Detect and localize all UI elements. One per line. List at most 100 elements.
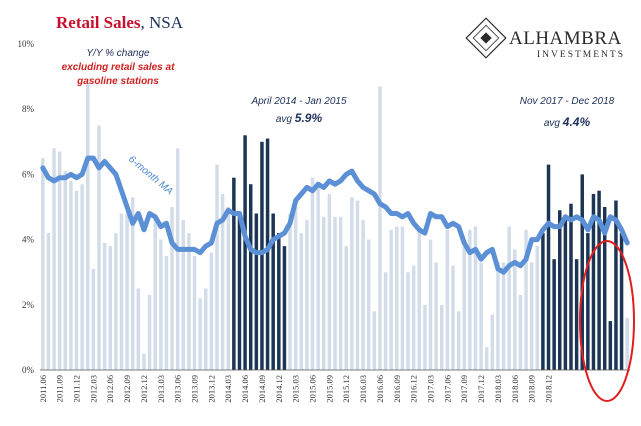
x-tick-label: 2018.12 [544,375,554,403]
bar [473,226,478,370]
x-tick-label: 2011.06 [38,375,48,402]
bar [406,272,410,370]
bar [260,141,264,370]
bar [586,233,590,370]
x-tick-label: 2012.06 [105,375,115,403]
bar [248,184,253,370]
bar [187,233,191,370]
bar [243,135,247,370]
bar [524,229,528,370]
bar [63,171,68,370]
x-tick-label: 2016.12 [409,375,419,403]
bar [389,229,393,370]
chart-title: Retail Sales, NSA [56,13,184,32]
x-tick-label: 2014.12 [274,375,284,403]
bar [215,164,219,370]
logo-emblem-icon [465,17,507,59]
bar [232,177,236,370]
bar [440,304,444,370]
x-tick-label: 2012.09 [122,375,132,403]
x-tick-label: 2018.06 [510,375,520,403]
bar [513,249,517,370]
bar [97,125,101,370]
bar [350,197,354,370]
bar [310,177,315,370]
bar [496,262,500,370]
bar [456,311,461,370]
bar [125,213,129,370]
bar [529,262,534,370]
bar [372,311,377,370]
bar [299,233,304,370]
bar [378,86,382,370]
y-tick-label: 0% [22,365,35,375]
y-tick-label: 4% [22,235,35,245]
highlight-circle [579,240,635,402]
x-tick-label: 2015.12 [341,375,351,403]
bar [602,207,607,370]
bar [136,288,141,370]
bar [434,262,438,370]
bar [130,197,135,370]
y-tick-label: 2% [22,300,35,310]
bar [69,180,73,370]
alhambra-logo: ALHAMBRA INVESTMENTS [465,17,625,60]
bar [204,288,208,370]
bar [322,216,326,370]
x-tick-label: 2012.03 [88,375,98,403]
bar [417,229,422,370]
x-tick-label: 2015.03 [291,375,301,403]
bar [563,216,568,370]
bar [366,239,371,370]
bar [507,226,511,370]
bar [153,216,157,370]
plot-area: 0% 2% 4% 6% 8% 10% 2011.06 2011.09 2011.12 2012.0… [18,39,630,403]
bar [619,233,624,370]
bar [558,210,562,370]
x-tick-label: 2013.03 [156,375,166,403]
bar [175,148,180,370]
y-tick-label: 10% [18,39,35,49]
bar [91,268,96,370]
bar [74,190,79,370]
x-tick-label: 2018.09 [527,375,537,403]
bar [86,83,90,371]
bar [46,233,51,370]
bar [305,220,309,370]
bar [209,252,214,370]
bar [546,164,551,370]
bar [591,193,596,370]
annotation-period-2: Nov 2017 - Dec 2018 [520,96,615,107]
y-tick-label: 8% [22,104,35,114]
annotation-avg-1: avg 5.9% [276,111,323,125]
x-tick-label: 2014.06 [240,375,250,403]
bar [597,190,601,370]
bar [490,314,495,370]
ma-series-label: 6-month MA [126,154,175,198]
bar [535,246,540,370]
bar [181,220,186,370]
bar [102,242,107,370]
logo-subtitle: INVESTMENTS [537,50,625,60]
bar [254,213,259,370]
bar [400,226,405,370]
x-tick-label: 2014.03 [223,375,233,403]
x-tick-label: 2012.12 [139,375,149,403]
bar [338,216,343,370]
bar [164,255,169,370]
bar [552,259,556,370]
subtitle-line: Y/Y % change [86,48,150,59]
bar [608,321,613,370]
x-tick-label: 2016.03 [358,375,368,403]
y-tick-label: 6% [22,169,35,179]
bar [333,216,337,370]
bar [226,207,230,370]
bar [114,233,118,370]
bar [355,200,360,370]
bar [265,138,270,370]
bar [237,213,242,370]
bar [451,265,455,370]
x-tick-label: 2017.09 [459,375,469,403]
note-line-1: excluding retail sales at [62,62,175,73]
bar [574,259,579,370]
